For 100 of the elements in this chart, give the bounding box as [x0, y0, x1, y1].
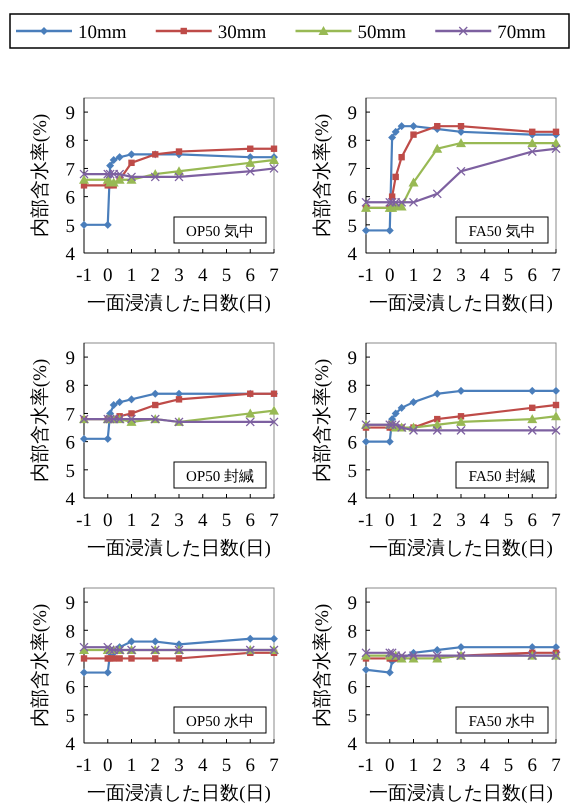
annotation: OP50 封緘 [186, 468, 254, 485]
y-tick-label: 6 [348, 678, 357, 699]
x-tick-label: 1 [126, 510, 136, 531]
x-tick-label: -1 [358, 755, 374, 776]
x-tick-label: 0 [103, 755, 112, 776]
x-tick-label: 3 [456, 755, 466, 776]
x-tick-label: 5 [504, 265, 514, 286]
annotation: FA50 水中 [468, 713, 536, 730]
x-tick-label: 2 [150, 510, 160, 531]
y-tick-label: 8 [348, 131, 357, 152]
x-tick-label: 3 [456, 265, 466, 286]
x-tick-label: 6 [246, 755, 255, 776]
y-tick-label: 5 [66, 460, 75, 482]
y-tick-label: 6 [66, 432, 75, 454]
y-tick-label: 7 [348, 649, 357, 670]
y-tick-label: 4 [348, 734, 358, 755]
y-tick-label: 4 [348, 489, 358, 510]
annotation: FA50 封緘 [468, 468, 536, 485]
y-tick-label: 5 [348, 216, 357, 237]
x-tick-label: -1 [358, 265, 374, 286]
x-tick-label: 7 [551, 755, 561, 776]
y-tick-label: 6 [66, 678, 75, 699]
x-tick-label: 5 [222, 510, 232, 531]
x-tick-label: 2 [432, 755, 442, 776]
x-tick-label: 0 [103, 265, 112, 286]
x-tick-label: 6 [528, 755, 537, 776]
y-tick-label: 8 [66, 131, 75, 152]
x-tick-label: 4 [480, 755, 490, 776]
x-tick-label: 6 [246, 510, 255, 531]
y-tick-label: 8 [348, 621, 357, 642]
y-axis-title: 内部含水率(%) [311, 604, 333, 728]
x-tick-label: -1 [358, 510, 374, 531]
y-tick-label: 7 [348, 159, 357, 180]
annotation: OP50 水中 [186, 713, 254, 730]
x-tick-label: 6 [528, 265, 537, 286]
y-tick-label: 6 [348, 188, 357, 209]
y-axis-title: 内部含水率(%) [29, 358, 51, 482]
y-tick-label: 9 [66, 593, 75, 614]
x-tick-label: -1 [76, 265, 92, 286]
annotation: OP50 気中 [186, 223, 254, 240]
x-tick-label: 6 [528, 510, 537, 531]
x-tick-label: 3 [174, 510, 184, 531]
y-tick-label: 6 [348, 432, 357, 454]
y-axis-title: 内部含水率(%) [29, 114, 51, 238]
x-tick-label: 1 [408, 265, 418, 286]
x-tick-label: 2 [432, 510, 442, 531]
y-tick-label: 8 [66, 376, 75, 398]
x-tick-label: 0 [385, 510, 394, 531]
x-tick-label: 0 [103, 510, 112, 531]
y-tick-label: 7 [66, 159, 75, 180]
x-tick-label: 2 [432, 265, 442, 286]
y-tick-label: 5 [348, 460, 357, 482]
y-tick-label: 8 [348, 376, 357, 398]
x-tick-label: 5 [504, 510, 514, 531]
y-tick-label: 4 [66, 244, 76, 265]
y-tick-label: 4 [348, 244, 358, 265]
x-axis-title: 一面浸漬した日数(日) [87, 538, 271, 559]
legend-label: 70mm [497, 22, 546, 43]
y-tick-label: 5 [66, 706, 75, 727]
x-tick-label: 6 [246, 265, 255, 286]
x-axis-title: 一面浸漬した日数(日) [87, 293, 271, 314]
y-tick-label: 7 [66, 404, 75, 426]
x-axis-title: 一面浸漬した日数(日) [87, 783, 271, 804]
y-tick-label: 9 [66, 103, 75, 124]
x-tick-label: 4 [198, 265, 208, 286]
x-tick-label: 1 [126, 265, 136, 286]
x-axis-title: 一面浸漬した日数(日) [369, 538, 553, 559]
x-tick-label: 3 [174, 755, 184, 776]
y-tick-label: 4 [66, 489, 76, 510]
y-tick-label: 5 [66, 216, 75, 237]
x-tick-label: 1 [126, 755, 136, 776]
legend-label: 50mm [358, 22, 406, 43]
x-tick-label: 7 [551, 510, 561, 531]
x-tick-label: 5 [222, 755, 232, 776]
x-tick-label: 4 [480, 510, 490, 531]
x-tick-label: 5 [504, 755, 514, 776]
x-tick-label: -1 [76, 510, 92, 531]
x-tick-label: 4 [198, 510, 208, 531]
y-tick-label: 9 [348, 593, 357, 614]
x-tick-label: 7 [269, 510, 279, 531]
x-axis-title: 一面浸漬した日数(日) [369, 293, 553, 314]
x-tick-label: 3 [174, 265, 184, 286]
x-tick-label: 2 [150, 755, 160, 776]
annotation: FA50 気中 [468, 223, 536, 240]
x-tick-label: 4 [480, 265, 490, 286]
y-tick-label: 9 [348, 348, 357, 370]
x-tick-label: 7 [269, 265, 279, 286]
x-tick-label: 0 [385, 755, 394, 776]
y-tick-label: 9 [66, 348, 75, 370]
y-axis-title: 内部含水率(%) [311, 114, 333, 238]
y-tick-label: 6 [66, 188, 75, 209]
x-tick-label: 7 [551, 265, 561, 286]
y-tick-label: 8 [66, 621, 75, 642]
x-tick-label: 1 [408, 755, 418, 776]
x-axis-title: 一面浸漬した日数(日) [369, 783, 553, 804]
y-axis-title: 内部含水率(%) [29, 604, 51, 728]
x-tick-label: 7 [269, 755, 279, 776]
y-tick-label: 4 [66, 734, 76, 755]
x-tick-label: 4 [198, 755, 208, 776]
y-tick-label: 5 [348, 706, 357, 727]
